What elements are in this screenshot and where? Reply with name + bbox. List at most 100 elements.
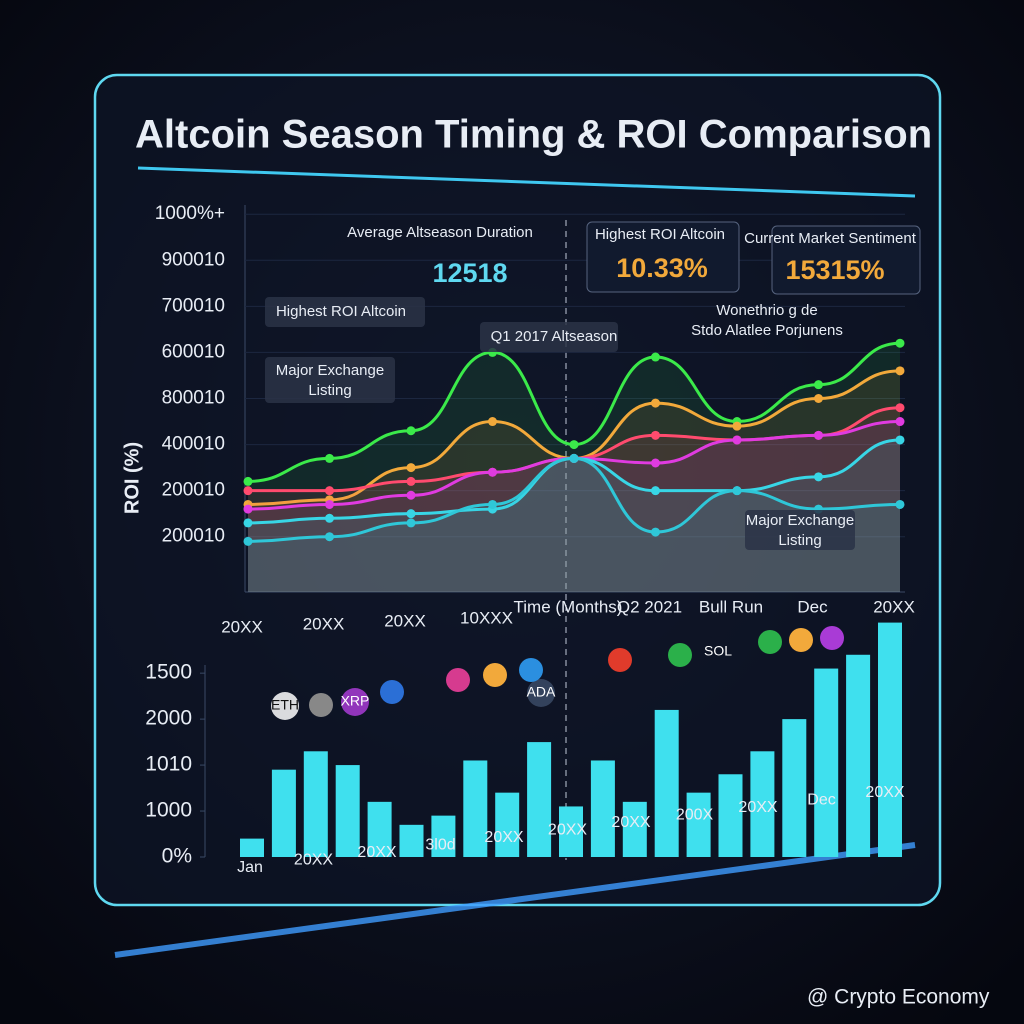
bar (335, 765, 360, 857)
stat-label: Average Altseason Duration (347, 224, 533, 241)
y-tick-label: 200010 (162, 480, 225, 501)
watermark: @ Crypto Economy (807, 986, 990, 1009)
point (814, 380, 823, 390)
stat-value: 12518 (432, 258, 507, 288)
bar (559, 806, 583, 857)
area (248, 343, 900, 592)
coin-icon (341, 688, 369, 716)
point (488, 467, 497, 477)
coin-label: ADA (527, 684, 556, 700)
point (325, 486, 334, 496)
y-tick-label: 600010 (162, 341, 225, 362)
coin-icon (527, 679, 555, 707)
y-tick-label: 1000%+ (155, 203, 225, 224)
point (651, 458, 660, 468)
x-tick-label: Dec (797, 597, 828, 616)
coin-icon (608, 648, 632, 672)
point (243, 476, 253, 486)
coin-icon (380, 680, 404, 704)
point (814, 394, 823, 403)
bar (654, 709, 679, 857)
bar (527, 742, 552, 857)
y-tick-label: 1500 (145, 661, 192, 684)
point (406, 463, 416, 473)
coin-icon (483, 663, 507, 687)
point (895, 417, 905, 427)
point (406, 476, 416, 486)
annotation-box (745, 510, 855, 550)
y-tick-label: 900010 (162, 249, 225, 270)
bar (271, 769, 296, 857)
coin-icon (309, 693, 333, 717)
point (243, 504, 253, 514)
y-tick-label: 0% (162, 845, 192, 868)
bar (846, 654, 871, 857)
coin-icon (271, 692, 299, 720)
glow-line (114, 842, 916, 958)
area (248, 421, 900, 592)
bar (495, 792, 520, 857)
x-tick-label: 10XXX (460, 608, 513, 627)
coin-label: SOL (704, 643, 732, 659)
y-axis-label: ROI (%) (121, 442, 143, 514)
coin-icon (446, 668, 470, 692)
point (814, 430, 823, 440)
point (895, 338, 905, 348)
point (732, 486, 742, 496)
y-tick-label: 200010 (162, 526, 225, 547)
bar (367, 801, 392, 857)
x-axis-label: 20XX (548, 822, 587, 839)
x-axis-label: 20XX (357, 844, 396, 861)
point (651, 398, 660, 408)
bar (463, 760, 488, 857)
point (895, 403, 905, 413)
y-tick-label: 800010 (162, 388, 225, 409)
x-axis-label: Jan (237, 859, 263, 876)
area (248, 439, 900, 592)
coin-icon (758, 630, 782, 654)
x-axis-label: 3l0d (425, 837, 455, 854)
x-axis-label: 20XX (484, 829, 523, 846)
x-tick-label: 20XX (384, 611, 426, 630)
point (243, 486, 253, 496)
x-axis-label: Dec (807, 792, 835, 809)
annotation: Major Exchange Listing (746, 512, 854, 549)
point (895, 435, 905, 445)
bar (878, 622, 902, 857)
bar (431, 815, 456, 857)
point (732, 435, 742, 445)
point (243, 518, 253, 528)
point (651, 527, 660, 537)
area (248, 407, 900, 592)
point (325, 532, 334, 542)
point (325, 453, 334, 463)
point (406, 490, 416, 500)
stat-box (586, 221, 740, 293)
bar (399, 824, 424, 857)
bar (750, 751, 775, 857)
point (325, 513, 334, 523)
stat-label: Highest ROI Altcoin (595, 226, 725, 243)
x-axis-label: 20XX (294, 852, 333, 869)
point (569, 453, 579, 463)
y-tick-label: 400010 (162, 434, 225, 455)
bar (590, 760, 615, 857)
x-axis-label: 200X (676, 807, 714, 824)
chart-title: Altcoin Season Timing & ROI Comparison (135, 113, 932, 157)
x-tick-label: 20XX (303, 614, 345, 633)
annotation: Highest ROI Altcoin (276, 303, 406, 320)
annotation-box (265, 297, 425, 327)
point (406, 509, 416, 519)
y-tick-label: 700010 (162, 295, 225, 316)
coin-label: XRP (341, 693, 370, 709)
bar (718, 774, 743, 857)
x-axis-label: 20XX (611, 814, 650, 831)
x-axis-label: 20XX (865, 784, 904, 801)
point (325, 499, 334, 509)
x-tick-label: Bull Run (699, 597, 763, 616)
bar (622, 801, 647, 857)
x-tick-label: Q2 2021 (617, 597, 682, 616)
point (732, 421, 742, 431)
point (488, 417, 497, 427)
point (651, 352, 660, 362)
